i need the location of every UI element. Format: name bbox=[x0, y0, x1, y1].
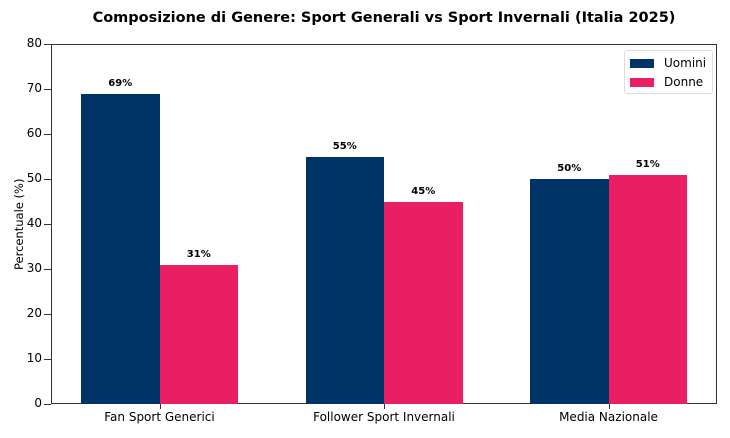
bar-uomini bbox=[530, 179, 609, 404]
y-tick-label: 60 bbox=[26, 126, 42, 140]
bar-value-label: 69% bbox=[108, 77, 133, 89]
bar-uomini bbox=[81, 93, 160, 404]
bar-donne bbox=[608, 174, 687, 404]
y-tick bbox=[44, 89, 51, 90]
y-tick bbox=[44, 359, 51, 360]
x-tick-label: Follower Sport Invernali bbox=[313, 410, 455, 424]
chart-title: Composizione di Genere: Sport Generali v… bbox=[92, 10, 676, 26]
y-axis-label: Percentuale (%) bbox=[12, 178, 26, 270]
bar-donne bbox=[384, 201, 463, 404]
y-tick-label: 70 bbox=[26, 81, 42, 95]
y-tick bbox=[44, 314, 51, 315]
x-tick-label: Fan Sport Generici bbox=[104, 410, 215, 424]
legend-label-donne: Donne bbox=[664, 75, 704, 89]
y-tick-label: 80 bbox=[26, 36, 42, 50]
legend-swatch-uomini bbox=[630, 58, 654, 68]
bar-value-label: 51% bbox=[635, 158, 660, 170]
y-tick-label: 10 bbox=[26, 351, 42, 365]
y-tick bbox=[44, 179, 51, 180]
y-tick bbox=[44, 134, 51, 135]
bar-value-label: 55% bbox=[332, 140, 357, 152]
y-tick-label: 0 bbox=[34, 396, 42, 410]
bar-uomini bbox=[305, 156, 384, 404]
y-tick-label: 30 bbox=[26, 261, 42, 275]
y-tick-label: 50 bbox=[26, 171, 42, 185]
legend-label-uomini: Uomini bbox=[664, 56, 707, 70]
y-tick-label: 40 bbox=[26, 216, 42, 230]
bar-donne bbox=[159, 264, 238, 404]
legend: Uomini Donne bbox=[624, 50, 713, 94]
y-tick bbox=[44, 224, 51, 225]
x-tick-label: Media Nazionale bbox=[559, 410, 658, 424]
y-tick bbox=[44, 404, 51, 405]
bar-value-label: 50% bbox=[557, 163, 582, 174]
legend-swatch-donne bbox=[630, 77, 654, 87]
x-tick bbox=[384, 404, 385, 409]
y-tick bbox=[44, 44, 51, 45]
x-tick bbox=[608, 404, 610, 409]
legend-item-donne: Donne bbox=[630, 74, 703, 90]
x-tick bbox=[159, 404, 161, 409]
y-tick bbox=[44, 269, 51, 270]
y-tick-label: 20 bbox=[26, 306, 42, 320]
legend-item-uomini: Uomini bbox=[630, 55, 706, 71]
bar-value-label: 45% bbox=[411, 185, 436, 197]
bar-value-label: 31% bbox=[186, 248, 211, 260]
